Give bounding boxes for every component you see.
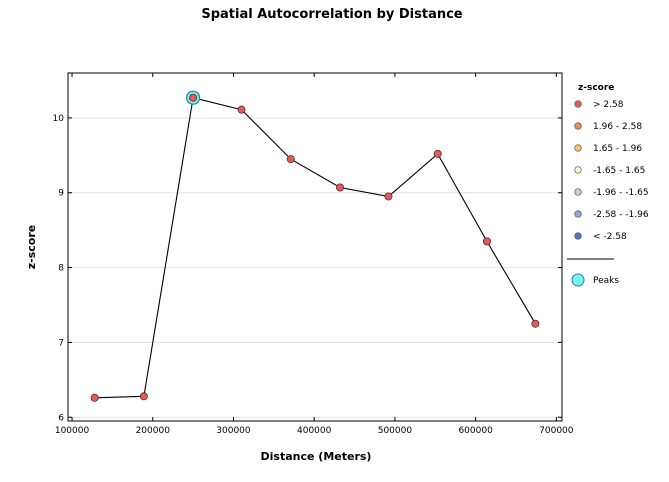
series xyxy=(90,90,540,402)
x-tick-label: 300000 xyxy=(216,426,251,436)
x-tick-label: 600000 xyxy=(458,426,493,436)
legend-marker xyxy=(574,122,582,130)
legend-label: -2.58 - -1.96 xyxy=(593,210,649,220)
y-axis-label: z-score xyxy=(25,225,38,269)
legend-peak-label: Peaks xyxy=(593,276,619,286)
grid xyxy=(68,117,562,418)
y-tick-label: 8 xyxy=(58,264,64,274)
legend-label: 1.65 - 1.96 xyxy=(593,144,642,154)
data-point xyxy=(336,183,345,192)
legend-label: < -2.58 xyxy=(593,232,627,242)
legend-marker xyxy=(574,100,582,108)
y-tick-label: 6 xyxy=(58,413,64,423)
data-point xyxy=(237,105,246,114)
x-tick-label: 700000 xyxy=(539,426,574,436)
plot-frame xyxy=(67,72,563,422)
y-tick-label: 10 xyxy=(53,114,65,124)
data-point xyxy=(482,237,491,246)
y-axis: 6 7 8 9 10 xyxy=(53,114,562,423)
x-axis-label: Distance (Meters) xyxy=(261,450,372,463)
data-point xyxy=(433,149,442,158)
legend-marker xyxy=(574,166,582,174)
legend: z-score > 2.58 1.96 - 2.58 1.65 - 1.96 -1.6… xyxy=(567,83,649,287)
y-tick-label: 7 xyxy=(58,338,64,348)
data-point xyxy=(286,155,295,164)
series-line xyxy=(94,97,536,399)
legend-peak-marker xyxy=(571,273,585,287)
legend-label: -1.96 - -1.65 xyxy=(593,188,649,198)
data-point xyxy=(139,392,148,401)
x-tick-label: 400000 xyxy=(297,426,332,436)
legend-label: -1.65 - 1.65 xyxy=(593,166,645,176)
legend-label: > 2.58 xyxy=(593,100,624,110)
data-point xyxy=(531,319,540,328)
data-point xyxy=(189,93,198,102)
x-tick-label: 200000 xyxy=(136,426,171,436)
data-point xyxy=(90,393,99,402)
data-point xyxy=(384,192,393,201)
legend-marker xyxy=(574,232,582,240)
x-tick-label: 500000 xyxy=(378,426,413,436)
x-tick-label: 100000 xyxy=(55,426,90,436)
x-axis: 100000 200000 300000 400000 500000 600000 7000… xyxy=(55,73,574,436)
y-tick-label: 9 xyxy=(58,189,64,199)
chart-title: Spatial Autocorrelation by Distance xyxy=(201,7,462,22)
legend-marker xyxy=(574,188,582,196)
legend-title: z-score xyxy=(578,83,614,93)
legend-marker xyxy=(574,144,582,152)
legend-label: 1.96 - 2.58 xyxy=(593,122,642,132)
legend-marker xyxy=(574,210,582,218)
